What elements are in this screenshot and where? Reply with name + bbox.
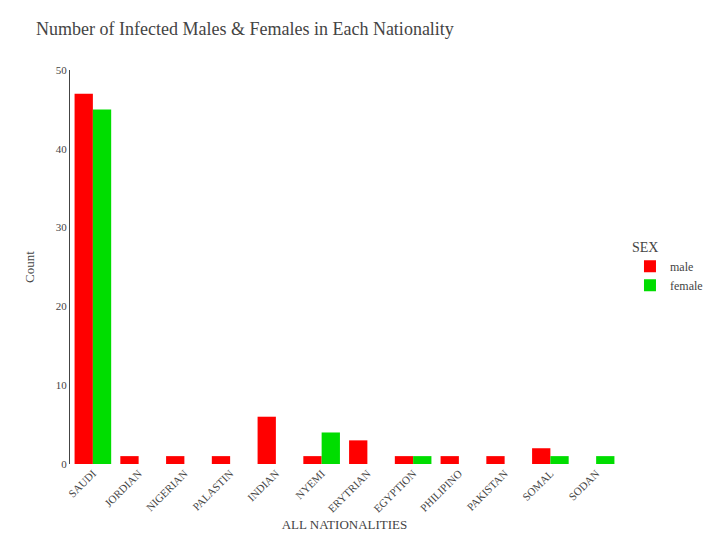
svg-text:SOMAL: SOMAL (520, 467, 556, 503)
svg-text:40: 40 (56, 143, 68, 155)
svg-text:20: 20 (56, 300, 68, 312)
svg-text:NIGERIAN: NIGERIAN (144, 467, 190, 513)
svg-text:SODAN: SODAN (566, 467, 601, 502)
svg-text:Count: Count (22, 251, 37, 283)
svg-text:PALASTIN: PALASTIN (190, 467, 235, 512)
svg-text:NYEMI: NYEMI (293, 467, 327, 501)
svg-text:female: female (670, 279, 703, 293)
svg-text:SEX: SEX (632, 240, 658, 255)
svg-text:ALL NATIONALITIES: ALL NATIONALITIES (282, 517, 408, 532)
svg-text:JORDIAN: JORDIAN (102, 467, 144, 509)
svg-text:0: 0 (61, 458, 67, 470)
svg-text:INDIAN: INDIAN (245, 467, 281, 503)
svg-text:ERYTRIAN: ERYTRIAN (325, 467, 372, 514)
svg-text:PAKISTAN: PAKISTAN (464, 467, 510, 513)
svg-text:50: 50 (56, 64, 68, 76)
svg-text:10: 10 (56, 379, 68, 391)
svg-text:Number of Infected Males & Fem: Number of Infected Males & Females in Ea… (36, 19, 454, 39)
svg-text:male: male (670, 260, 693, 274)
svg-text:SAUDI: SAUDI (66, 467, 98, 499)
svg-text:PHILIPINO: PHILIPINO (418, 467, 465, 514)
svg-text:30: 30 (56, 221, 68, 233)
svg-text:EGYPTION: EGYPTION (371, 467, 418, 514)
